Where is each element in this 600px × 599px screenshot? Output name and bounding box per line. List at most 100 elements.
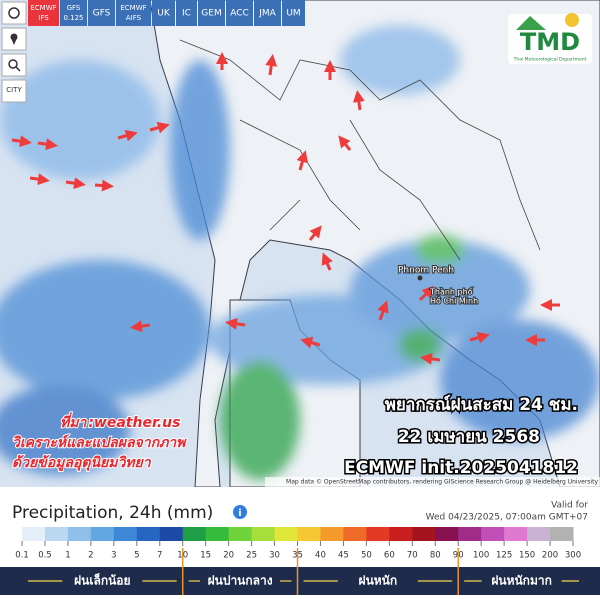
scale-swatch: [343, 527, 367, 541]
scale-swatch: [205, 527, 230, 541]
scale-label: 3: [111, 551, 116, 561]
scale-swatch: [504, 527, 528, 541]
model-button[interactable]: [254, 0, 281, 26]
forecast-text: พยากรณ์ฝนสะสม 24 ชม.: [385, 394, 578, 415]
legend: Precipitation, 24h (mm) i Valid for Wed …: [0, 487, 600, 595]
scale-label: 5: [134, 551, 139, 561]
model-label: ECMWF: [120, 4, 146, 12]
model-button[interactable]: [226, 0, 253, 26]
model-button[interactable]: [176, 0, 197, 26]
scale-swatch: [22, 527, 46, 541]
scale-label: 70: [407, 551, 418, 561]
scale-swatch: [182, 527, 207, 541]
scale-swatch: [458, 527, 482, 541]
model-label: UK: [157, 9, 171, 19]
logo: TMD Thai Meteorological Department: [508, 13, 592, 64]
logo-title: TMD: [520, 28, 580, 56]
scale-label: 300: [565, 551, 581, 561]
model-label: UM: [286, 9, 300, 19]
scale-swatch: [67, 527, 92, 541]
city-button[interactable]: [1, 79, 27, 103]
scale-label: 30: [269, 551, 280, 561]
scale-label: 40: [315, 551, 326, 561]
category-label: ฝนปานกลาง: [208, 574, 273, 588]
source-label: ที่มา: [60, 412, 87, 431]
model-label: GFS: [67, 4, 81, 12]
scale-label: 0.5: [38, 551, 52, 561]
city-label: CITY: [6, 86, 22, 94]
scale-label: 7: [157, 551, 162, 561]
model-button[interactable]: [28, 0, 59, 26]
zoom-button[interactable]: [1, 53, 27, 77]
scale-swatch: [90, 527, 115, 541]
category-label: ฝนหนัก: [359, 574, 398, 588]
model-label: JMA: [258, 9, 276, 19]
model-label: GFS: [93, 9, 111, 19]
logo-subtitle: Thai Meteorological Department: [513, 57, 587, 63]
model-button[interactable]: [152, 0, 175, 26]
model-label: IFS: [38, 14, 49, 22]
scale-label: 20: [223, 551, 234, 561]
source: ที่มา:weather.us: [60, 412, 180, 431]
scale-label: 80: [430, 551, 441, 561]
category-label: ฝนเล็กน้อย: [74, 573, 130, 588]
model-bar: ECMWF IFS GFS 0.125 GFS ECMWF AIFS UK IC GEM ACC JM…: [28, 0, 305, 26]
scale-label: 25: [246, 551, 257, 561]
scale-label: 15: [200, 551, 211, 561]
scale-swatch: [366, 527, 390, 541]
forecast-text: ECMWF init.2025041812: [344, 458, 578, 478]
map[interactable]: Phnom Penh Thành phố Hồ Chí Minh พยากรณ์…: [0, 0, 600, 488]
scale-swatch: [228, 527, 253, 541]
scale-swatch: [251, 527, 276, 541]
category-label: ฝนหนักมาก: [491, 574, 552, 588]
credit: ด้วยข้อมูลอุตุนิยมวิทยา: [12, 455, 152, 471]
place-label: Thành phố: [429, 287, 473, 297]
model-label: 0.125: [63, 14, 83, 22]
scale-label: 100: [473, 551, 489, 561]
model-button[interactable]: [116, 0, 151, 26]
scale-label: 125: [496, 551, 512, 561]
scale-label: 60: [384, 551, 395, 561]
svg-text:i: i: [238, 508, 241, 519]
place-label: Phnom Penh: [398, 266, 454, 276]
scale-swatch: [435, 527, 459, 541]
model-button[interactable]: [60, 0, 87, 26]
model-label: ACC: [230, 9, 249, 19]
side-toolbar: CITY: [1, 1, 27, 103]
model-label: IC: [182, 9, 191, 19]
forecast-text: 22 เมษายน 2568: [398, 427, 540, 447]
scale-label: 45: [338, 551, 349, 561]
scale-swatch: [389, 527, 413, 541]
model-label: ECMWF: [30, 4, 56, 12]
attribution: Map data © OpenStreetMap contributors, r…: [286, 479, 598, 486]
scale-label: 150: [519, 551, 535, 561]
info-button[interactable]: [233, 505, 247, 519]
scale-swatch: [159, 527, 184, 541]
scale-swatch: [527, 527, 551, 541]
scale-swatch: [297, 527, 321, 541]
refresh-button[interactable]: [1, 1, 27, 25]
scale-swatch: [550, 527, 574, 541]
model-label: AIFS: [126, 14, 142, 22]
credit: วิเคราะห์และแปลผลจากภาพ: [12, 434, 187, 451]
valid-time: Wed 04/23/2025, 07:00am GMT+07: [426, 513, 588, 523]
scale-swatch: [136, 527, 161, 541]
model-button[interactable]: [88, 0, 115, 26]
model-button[interactable]: [282, 0, 305, 26]
scale-swatch: [481, 527, 505, 541]
scale-label: 2: [88, 551, 93, 561]
scale-swatch: [113, 527, 138, 541]
scale-label: 0.1: [15, 551, 29, 561]
scale-label: 1: [65, 551, 70, 561]
model-button[interactable]: [198, 0, 225, 26]
scale-label: 200: [542, 551, 558, 561]
scale-swatch: [412, 527, 436, 541]
scale-swatch: [44, 527, 69, 541]
scale-swatch: [320, 527, 344, 541]
place-label: Hồ Chí Minh: [430, 296, 478, 306]
valid-label: Valid for: [551, 501, 588, 511]
scale-label: 50: [361, 551, 372, 561]
model-label: GEM: [201, 9, 221, 19]
